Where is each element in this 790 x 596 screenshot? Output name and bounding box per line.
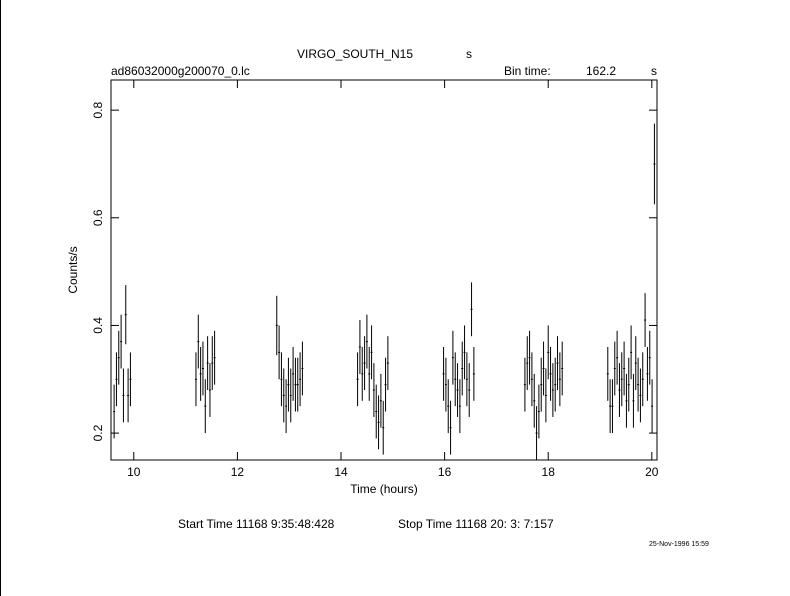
y-tick-label: 0.8 — [91, 101, 105, 118]
x-tick-label: 20 — [645, 465, 659, 479]
x-tick-label: 18 — [542, 465, 556, 479]
start-time: Start Time 11168 9:35:48:428 — [178, 517, 335, 531]
title-unit: s — [466, 47, 472, 61]
y-axis-label: Counts/s — [66, 246, 80, 293]
plot-date: 25-Nov-1996 15:59 — [649, 541, 709, 548]
y-tick-label: 0.2 — [91, 424, 105, 441]
x-tick-label: 16 — [438, 465, 452, 479]
y-tick-label: 0.4 — [91, 317, 105, 334]
bin-time-unit: s — [651, 64, 657, 78]
x-tick-label: 14 — [334, 465, 348, 479]
x-tick-label: 10 — [127, 465, 141, 479]
bin-time-label: Bin time: — [504, 64, 551, 78]
chart-title: VIRGO_SOUTH_N15 — [297, 47, 413, 61]
bin-time: 162.2 — [586, 64, 616, 78]
stop-time: Stop Time 11168 20: 3: 7:157 — [398, 517, 554, 531]
plot-frame — [110, 79, 658, 461]
file-name: ad86032000g200070_0.lc — [111, 64, 250, 78]
y-tick-label: 0.6 — [91, 209, 105, 226]
x-tick-label: 12 — [231, 465, 245, 479]
x-axis-label: Time (hours) — [350, 482, 418, 496]
